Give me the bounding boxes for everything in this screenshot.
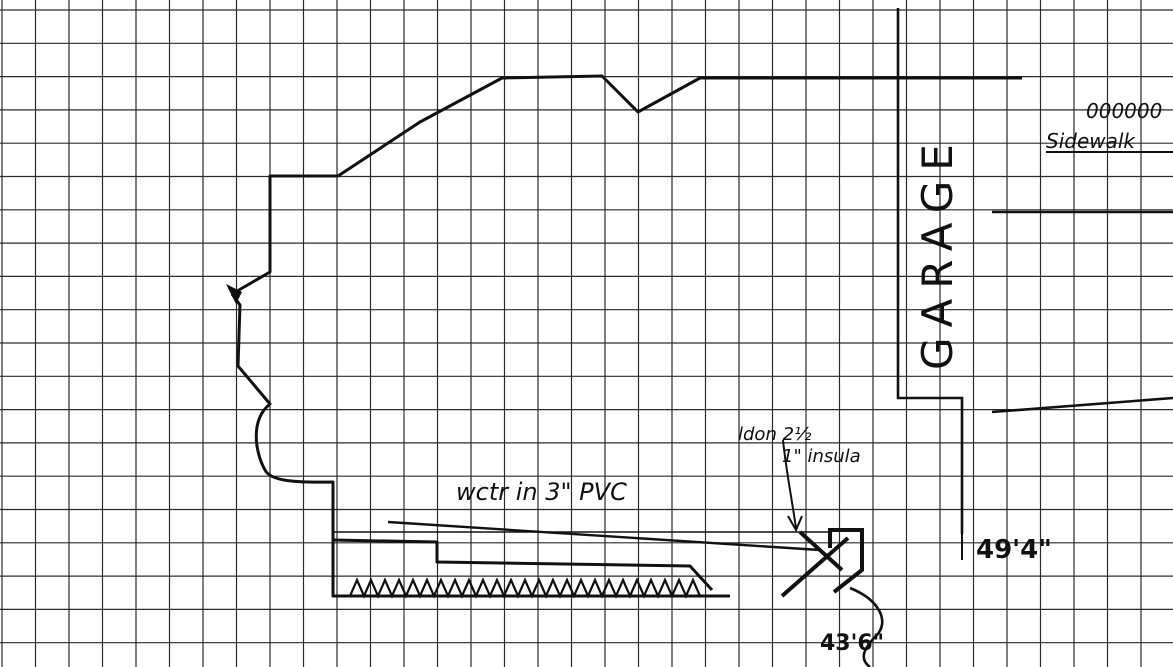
cleanout-box bbox=[828, 528, 864, 594]
service-line bbox=[849, 586, 884, 667]
lot-outline-top bbox=[231, 74, 1022, 296]
zigzag-insulation bbox=[348, 577, 702, 599]
garage-south-line bbox=[991, 396, 1173, 414]
dimension-right: 49'4" bbox=[976, 535, 1052, 565]
water-line-note: wctr in 3" PVC bbox=[456, 478, 627, 506]
lot-outline-west bbox=[230, 293, 730, 598]
cleanout-diagonal-1 bbox=[780, 536, 850, 598]
garage-label: GARAGE bbox=[913, 134, 962, 370]
pointer-arrow bbox=[782, 439, 803, 533]
cleanout-diagonal-2 bbox=[798, 530, 844, 572]
dimension-bottom: 43'6" bbox=[820, 631, 884, 656]
garage-outline bbox=[896, 8, 964, 534]
corner-marker bbox=[226, 284, 242, 304]
water-line-run bbox=[387, 520, 821, 552]
insulation-note-1: ldon 2½ bbox=[738, 424, 812, 445]
insulation-note-2: 1" insula bbox=[782, 446, 861, 467]
building-footprint bbox=[332, 538, 714, 592]
sidewalk-scribble: 000000 bbox=[1086, 99, 1162, 123]
sidewalk-label: Sidewalk bbox=[1046, 129, 1136, 153]
